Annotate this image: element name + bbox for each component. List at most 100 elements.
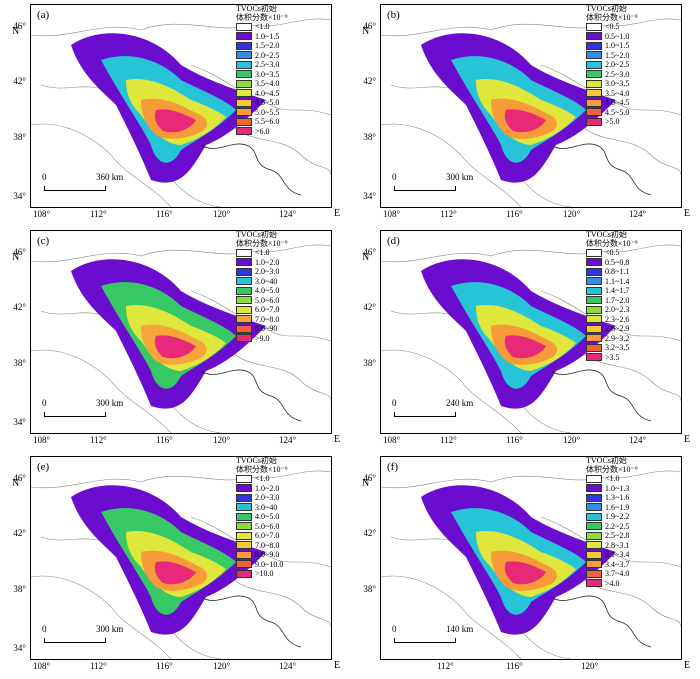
legend-label: 4.5~5.0 [605, 107, 630, 117]
legend-entry: 7.0~8.0 [236, 315, 288, 325]
legend-title: 体积分数×10⁻⁹ [236, 239, 288, 248]
legend-swatch [236, 277, 252, 286]
legend-entry: 2.0~3.0 [236, 267, 288, 277]
map-panel-e: (e) TVOCs初始 体积分数×10⁻⁹ <1.0 1.0~2.0 2.0~3.0 3.0… [0, 452, 350, 679]
latitude-tick-label: 46° [363, 247, 376, 258]
map-panel-c: (c) TVOCs初始 体积分数×10⁻⁹ <1.0 1.0~2.0 2.0~3.0 3.0… [0, 226, 350, 452]
legend-swatch [586, 32, 602, 41]
legend-swatch [586, 248, 602, 257]
province-boundary [230, 576, 331, 628]
legend-swatch [586, 503, 602, 512]
province-boundary [540, 516, 681, 568]
longitude-tick-label: 112° [90, 661, 107, 671]
scale-distance-label: 140 km [446, 624, 474, 634]
concentration-map [381, 18, 681, 207]
concentration-map [381, 470, 681, 659]
legend-title: 体积分数×10⁻⁹ [236, 13, 288, 22]
province-boundary [381, 349, 522, 433]
legend-swatch [236, 334, 252, 343]
province-boundary [381, 123, 522, 207]
longitude-tick-label: 116° [156, 209, 173, 219]
scale-zero-label: 0 [392, 172, 397, 182]
legend-swatch [586, 60, 602, 69]
legend-swatch [586, 117, 602, 126]
legend-label: 4.0~5.0 [255, 286, 280, 296]
legend-swatch [586, 22, 602, 31]
scale-zero-label: 0 [392, 624, 397, 634]
longitude-tick-label: 108° [33, 435, 51, 445]
north-label: N [12, 478, 20, 489]
legend-swatch [586, 324, 602, 333]
legend-label: 3.0~40 [255, 276, 278, 286]
scale-line [394, 186, 456, 191]
legend-entry: >9.0 [236, 334, 288, 344]
map-area: (d) [380, 230, 682, 434]
legend-label: >5.0 [605, 117, 620, 127]
latitude-tick-label: 38° [13, 358, 26, 369]
scale-line [394, 638, 456, 643]
legend-swatch [586, 277, 602, 286]
legend-swatch [586, 474, 602, 483]
legend-entry: 3.0~40 [236, 277, 288, 287]
legend-label: >10.0 [255, 569, 274, 579]
legend-label: 3.0~3.5 [605, 79, 630, 89]
legend-swatch [586, 296, 602, 305]
legend-swatch [586, 579, 602, 588]
legend-swatch [586, 305, 602, 314]
legend-swatch [586, 343, 602, 352]
legend-entry: 3.0~3.5 [236, 70, 288, 80]
legend-swatch [586, 108, 602, 117]
legend-swatch [236, 41, 252, 50]
scale-line [44, 186, 106, 191]
legend-entry: 3.5~4.0 [236, 79, 288, 89]
legend-label: 0.5~1.0 [605, 31, 630, 41]
longitude-tick-label: 112° [90, 435, 107, 445]
province-boundary [31, 349, 172, 433]
legend: TVOCs初始 体积分数×10⁻⁹ <1.0 1.0~2.0 2.0~3.0 3.0~40… [236, 230, 288, 343]
legend-entry: 1.3~1.6 [586, 493, 638, 503]
legend-swatch [236, 522, 252, 531]
legend-swatch [586, 541, 602, 550]
longitude-tick-label: 120° [213, 435, 231, 445]
legend-swatch [586, 89, 602, 98]
legend-entry: 4.0~4.5 [236, 89, 288, 99]
legend-entry: <1.0 [586, 474, 638, 484]
legend-entry: 1.6~1.9 [586, 503, 638, 513]
legend-entry: 8.0~90 [236, 324, 288, 334]
latitude-tick-label: 34° [363, 190, 376, 201]
map-panel-d: (d) TVOCs初始 体积分数×10⁻⁹ <0.5 0.5~0.8 0.8~1.1 1.1… [350, 226, 700, 452]
latitude-tick-label: 42° [363, 301, 376, 312]
legend-entry: 2.2~2.5 [586, 522, 638, 532]
longitude-tick-label: 124° [279, 661, 297, 671]
legend-label: >4.0 [605, 578, 620, 588]
legend-title: TVOCs初始 [236, 456, 277, 465]
legend: TVOCs初始 体积分数×10⁻⁹ <0.5 0.5~0.8 0.8~1.1 1.1~1.… [586, 230, 638, 362]
latitude-tick-label: 46° [363, 473, 376, 484]
province-boundary [31, 244, 331, 263]
longitude-tick-label: 108° [33, 209, 51, 219]
scale-zero-label: 0 [42, 172, 47, 182]
legend-label: 7.0~8.0 [255, 314, 280, 324]
legend-title: 体积分数×10⁻⁹ [586, 239, 638, 248]
longitude-tick-label: 112° [440, 209, 457, 219]
province-boundary [381, 575, 522, 659]
legend-entry: 3.7~4.0 [586, 569, 638, 579]
legend-label: 2.0~2.5 [255, 50, 280, 60]
legend-title: TVOCs初始 [586, 456, 627, 465]
province-boundary [540, 64, 681, 116]
legend-label: 3.1~3.4 [605, 550, 630, 560]
legend-entry: 2.5~3.0 [236, 60, 288, 70]
concentration-map [31, 18, 331, 207]
longitude-tick-label: 112° [437, 661, 454, 671]
legend-label: 8.0~9.0 [255, 550, 280, 560]
legend-entry: 1.4~1.7 [586, 286, 638, 296]
legend-label: 0.8~1.1 [605, 267, 630, 277]
longitude-tick-label: 116° [506, 209, 523, 219]
north-label: N [12, 26, 20, 37]
map-area: (c) [30, 230, 332, 434]
legend-entry: 2.0~2.5 [586, 60, 638, 70]
legend-swatch [236, 267, 252, 276]
coastline [200, 595, 302, 648]
legend-entry: 3.1~3.4 [586, 550, 638, 560]
legend-label: 2.9~3.2 [605, 333, 630, 343]
